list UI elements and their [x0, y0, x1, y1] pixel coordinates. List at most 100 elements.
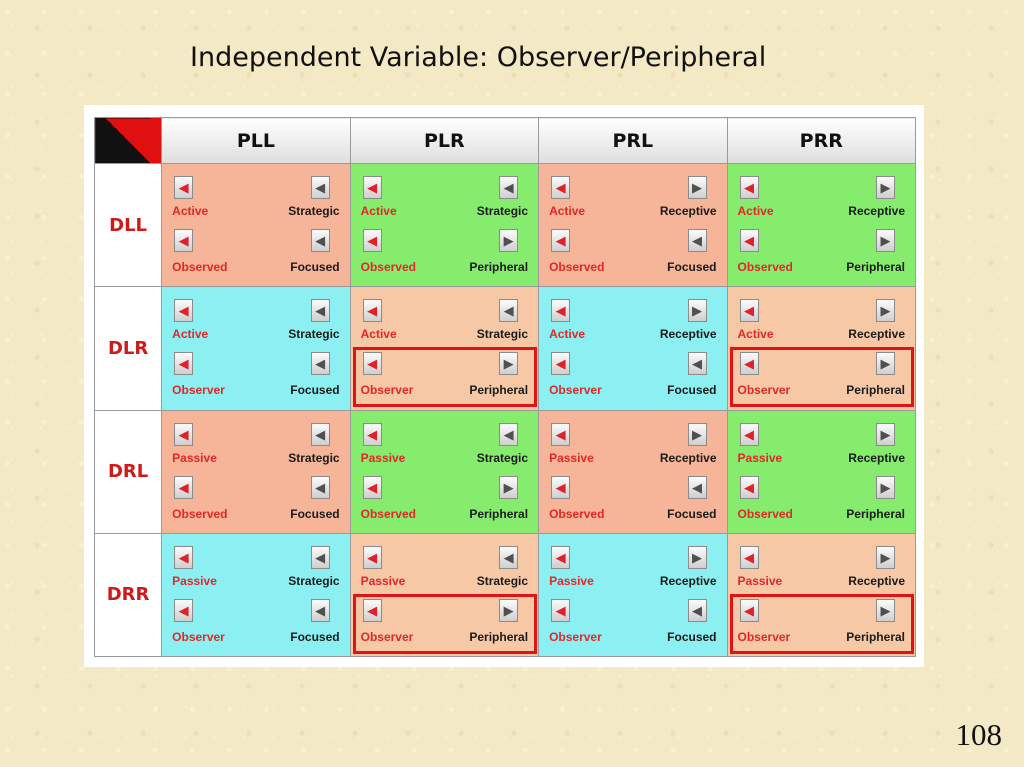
strategy-label: Receptive: [659, 573, 717, 588]
left-arrow-icon: ◀: [499, 299, 519, 323]
left-arrow-icon: ◀: [362, 299, 382, 323]
focus-label: Peripheral: [469, 629, 529, 644]
right-arrow-icon: ▶: [687, 422, 707, 446]
agency-label: Active: [549, 204, 586, 218]
condition-cell: ◀ ◀ ◀ ◀ Active Strategic Observer Focused: [161, 286, 351, 411]
focus-label: Peripheral: [846, 383, 905, 398]
column-header: PLR: [349, 117, 540, 164]
left-arrow-icon: ◀: [362, 176, 382, 199]
focus-label: Focused: [667, 383, 717, 398]
page-number: 108: [955, 717, 1003, 752]
left-arrow-icon: ◀: [174, 422, 194, 446]
perspective-label: Observed: [737, 260, 793, 274]
strategy-label: Receptive: [848, 204, 905, 218]
strategy-label: Strategic: [288, 573, 340, 588]
left-arrow-icon: ◀: [310, 229, 330, 252]
focus-label: Focused: [667, 260, 717, 274]
strategy-label: Strategic: [288, 204, 340, 218]
strategy-label: Strategic: [476, 327, 529, 342]
right-arrow-icon: ▶: [876, 352, 895, 376]
left-arrow-icon: ◀: [739, 545, 759, 569]
strategy-label: Strategic: [476, 450, 529, 465]
left-arrow-icon: ◀: [174, 299, 194, 323]
left-arrow-icon: ◀: [551, 299, 571, 323]
agency-label: Passive: [172, 573, 217, 588]
right-arrow-icon: ▶: [499, 475, 519, 499]
left-arrow-icon: ◀: [687, 229, 707, 252]
strategy-label: Receptive: [848, 450, 905, 465]
right-arrow-icon: ▶: [687, 176, 707, 199]
row-header: DLR: [93, 286, 163, 411]
left-arrow-icon: ◀: [551, 229, 571, 252]
perspective-label: Observed: [360, 260, 416, 274]
focus-label: Peripheral: [469, 506, 529, 521]
condition-cell: ◀ ▶ ◀ ◀ Active Receptive Observed Focused: [538, 162, 728, 288]
agency-label: Passive: [360, 573, 406, 588]
focus-label: Focused: [290, 260, 340, 274]
left-arrow-icon: ◀: [362, 229, 382, 252]
row-header: DLL: [93, 162, 163, 288]
left-arrow-icon: ◀: [362, 475, 382, 499]
perspective-label: Observed: [549, 260, 605, 274]
perspective-label: Observer: [549, 629, 602, 644]
perspective-label: Observed: [172, 506, 228, 521]
left-arrow-icon: ◀: [174, 176, 194, 199]
agency-label: Active: [737, 204, 774, 218]
agency-label: Passive: [549, 450, 594, 465]
left-arrow-icon: ◀: [310, 475, 330, 499]
agency-label: Active: [360, 327, 397, 342]
perspective-label: Observer: [737, 383, 791, 398]
focus-label: Focused: [290, 383, 340, 398]
focus-label: Peripheral: [469, 260, 529, 274]
condition-cell: ◀ ◀ ◀ ◀ Passive Strategic Observed Focused: [161, 409, 351, 534]
strategy-label: Strategic: [288, 327, 340, 342]
left-arrow-icon: ◀: [739, 299, 759, 323]
slide-title: Independent Variable: Observer/Periphera…: [190, 42, 767, 73]
perspective-label: Observer: [549, 383, 602, 398]
left-arrow-icon: ◀: [551, 598, 571, 622]
table-row: DRL ◀ ◀ ◀ ◀ Passive Strategic Observed Focused ◀ ◀…: [93, 409, 917, 534]
right-arrow-icon: ▶: [876, 598, 895, 622]
table-row: DLR ◀ ◀ ◀ ◀ Active Strategic Observer Focused ◀ ◀ ◀…: [93, 286, 917, 411]
left-arrow-icon: ◀: [310, 545, 330, 569]
left-arrow-icon: ◀: [362, 422, 382, 446]
condition-grid: PLL PLR PRL PRR DLL ◀ ◀ ◀ ◀ Active Strategic Ob…: [93, 117, 917, 658]
left-arrow-icon: ◀: [362, 545, 382, 569]
left-arrow-icon: ◀: [174, 545, 194, 569]
right-arrow-icon: ▶: [687, 299, 707, 323]
left-arrow-icon: ◀: [310, 176, 330, 199]
right-arrow-icon: ▶: [876, 176, 895, 199]
left-arrow-icon: ◀: [551, 422, 571, 446]
left-arrow-icon: ◀: [174, 475, 194, 499]
column-header: PRR: [726, 117, 917, 164]
right-arrow-icon: ▶: [876, 229, 895, 252]
strategy-label: Strategic: [476, 573, 529, 588]
right-arrow-icon: ▶: [499, 352, 519, 376]
perspective-label: Observer: [172, 629, 225, 644]
table-row: DRR ◀ ◀ ◀ ◀ Passive Strategic Observer Focused ◀ ◀…: [93, 532, 917, 658]
strategy-label: Strategic: [288, 450, 340, 465]
left-arrow-icon: ◀: [174, 598, 194, 622]
condition-cell: ◀ ◀ ◀ ▶ Passive Strategic Observed Peripheral: [349, 409, 540, 534]
strategy-label: Receptive: [848, 573, 905, 588]
left-arrow-icon: ◀: [551, 475, 571, 499]
condition-cell: ◀ ▶ ◀ ▶ Active Receptive Observed Peripheral: [726, 162, 917, 288]
corner-cell: [93, 117, 163, 164]
focus-label: Peripheral: [469, 383, 529, 398]
perspective-label: Observed: [172, 260, 228, 274]
focus-label: Focused: [290, 629, 340, 644]
left-arrow-icon: ◀: [739, 598, 759, 622]
strategy-label: Strategic: [476, 204, 529, 218]
left-arrow-icon: ◀: [739, 176, 759, 199]
condition-cell: ◀ ◀ ◀ ▶ Passive Strategic Observer Peripheral: [349, 532, 540, 658]
condition-cell: ◀ ▶ ◀ ▶ Passive Receptive Observed Peripheral: [726, 409, 917, 534]
left-arrow-icon: ◀: [310, 598, 330, 622]
condition-grid-frame: PLL PLR PRL PRR DLL ◀ ◀ ◀ ◀ Active Strategic Ob…: [84, 105, 924, 667]
agency-label: Passive: [360, 450, 406, 465]
agency-label: Active: [172, 327, 209, 342]
left-arrow-icon: ◀: [174, 352, 194, 376]
focus-label: Focused: [667, 629, 717, 644]
condition-cell: ◀ ▶ ◀ ▶ Active Receptive Observer Peripheral: [726, 286, 917, 411]
focus-label: Peripheral: [846, 629, 905, 644]
perspective-label: Observer: [172, 383, 225, 398]
